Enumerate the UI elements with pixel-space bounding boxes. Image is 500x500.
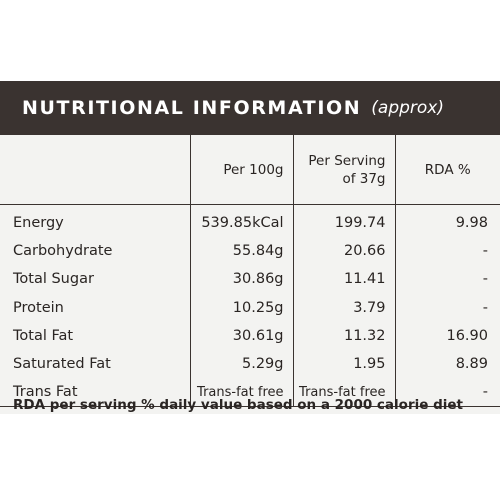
nutrition-table: Per 100g Per Serving of 37g RDA % Energy… (0, 135, 500, 408)
header-empty-cell (0, 135, 191, 205)
per-100g-value: 30.61g (190, 321, 294, 350)
nutrient-name: Energy (0, 204, 191, 238)
nutrient-name: Trans Fat (0, 378, 191, 408)
col-header-per-100g: Per 100g (190, 135, 294, 205)
table-row: Protein 10.25g 3.79 - (0, 293, 500, 322)
per-100g-value: 5.29g (190, 349, 294, 379)
per-100g-value: 10.25g (190, 293, 294, 322)
per-100g-value: Trans-fat free (190, 378, 294, 408)
per-100g-value: 55.84g (190, 237, 294, 266)
rda-value: - (482, 271, 488, 288)
nutrient-name: Carbohydrate (0, 237, 191, 266)
nutrition-label: NUTRITIONAL INFORMATION (approx) Per 100… (0, 81, 500, 414)
rda-value: 8.89 (455, 356, 488, 373)
table-row: Trans Fat Trans-fat free Trans-fat free … (0, 378, 500, 408)
per-serving-value: 3.79 (293, 293, 396, 322)
per-100g-value: 539.85kCal (190, 204, 294, 238)
rda-value: 16.90 (446, 327, 488, 344)
per-serving-value: 11.32 (293, 321, 396, 350)
rda-value: - (395, 378, 500, 408)
col-header-per-serving-line2: of 37g (342, 170, 386, 187)
rda-footnote: RDA per serving % daily value based on a… (13, 397, 463, 413)
per-serving-value: Trans-fat free (293, 378, 396, 408)
table-header-row: Per 100g Per Serving of 37g RDA % (0, 135, 500, 205)
table-row: Total Fat 30.61g 11.32 16.90 (0, 321, 500, 350)
rda-value: 9.98 (455, 215, 488, 232)
per-serving-value: 199.74 (293, 204, 396, 238)
col-header-per-serving: Per Serving of 37g (293, 135, 396, 205)
col-header-rda: RDA % (395, 135, 500, 205)
table-row: Saturated Fat 5.29g 1.95 8.89 (0, 349, 500, 379)
rda-value: - (482, 299, 488, 316)
nutrient-name: Protein (0, 293, 191, 322)
table-row: Carbohydrate 55.84g 20.66 - (0, 237, 500, 266)
col-header-per-serving-line1: Per Serving (308, 152, 386, 169)
label-title: NUTRITIONAL INFORMATION (22, 97, 362, 119)
nutrient-name: Saturated Fat (0, 349, 191, 379)
per-serving-value: 20.66 (293, 237, 396, 266)
per-serving-value: 1.95 (293, 349, 396, 379)
per-serving-value: 11.41 (293, 265, 396, 294)
label-header: NUTRITIONAL INFORMATION (approx) (0, 81, 500, 135)
table-row: Total Sugar 30.86g 11.41 - (0, 265, 500, 294)
nutrient-name: Total Fat (0, 321, 191, 350)
nutrient-name: Total Sugar (0, 265, 191, 294)
table-row: Energy 539.85kCal 199.74 9.98 (0, 204, 500, 238)
per-100g-value: 30.86g (190, 265, 294, 294)
label-subtitle: (approx) (371, 98, 444, 118)
rda-value: - (482, 243, 488, 260)
